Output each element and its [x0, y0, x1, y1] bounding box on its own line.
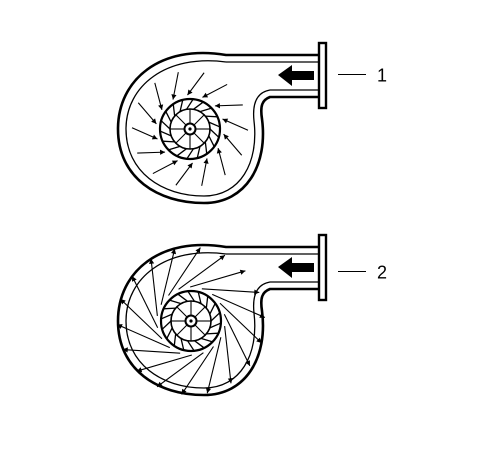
- flow-arrow-icon: [178, 254, 226, 290]
- impeller-blade: [169, 299, 182, 305]
- impeller-spoke: [194, 306, 206, 318]
- flow-arrow-icon: [224, 326, 234, 384]
- leader-line-1: [338, 73, 366, 75]
- impeller-blade: [172, 104, 176, 117]
- impeller-blade: [187, 290, 196, 302]
- flow-arrow-icon: [136, 354, 192, 373]
- impeller-blade: [197, 291, 202, 304]
- flow-arrow-icon: [148, 258, 158, 316]
- flow-arrow-icon: [181, 346, 214, 395]
- impeller-spoke: [194, 324, 206, 336]
- flow-arrow-icon: [223, 133, 243, 156]
- impeller-blade: [163, 307, 176, 310]
- flow-arrow-icon: [160, 248, 177, 305]
- impeller-blade: [165, 111, 172, 123]
- impeller-blade: [196, 146, 201, 159]
- flow-arrow-icon: [216, 148, 226, 176]
- flow-arrow-icon: [154, 82, 164, 110]
- flow-arrow-icon: [137, 149, 166, 155]
- fan-1: [116, 41, 328, 205]
- volute-casing-inner: [125, 60, 319, 197]
- flow-arrow-icon: [219, 302, 263, 344]
- impeller-blade: [179, 99, 184, 112]
- impeller-blade: [160, 120, 171, 130]
- impeller-blade: [209, 128, 220, 138]
- callout-1: 1: [338, 65, 387, 84]
- flow-arrow-icon: [222, 118, 249, 131]
- impeller-spoke: [193, 132, 205, 144]
- flow-arrow-icon: [116, 323, 171, 349]
- figure-label-2: 2: [377, 262, 388, 283]
- impeller-spoke: [175, 132, 187, 144]
- hub-center: [188, 127, 192, 131]
- impeller-spoke: [176, 306, 188, 318]
- impeller-blade: [162, 140, 175, 143]
- impeller-blade: [186, 148, 195, 160]
- flow-arrow-icon: [211, 293, 266, 319]
- flow-arrow-icon: [201, 158, 209, 186]
- impeller-spoke: [175, 114, 187, 126]
- leader-line-2: [338, 270, 366, 272]
- hub-center: [189, 319, 193, 323]
- flow-arrow-icon: [122, 347, 181, 354]
- flow-arrow-icon: [152, 160, 178, 175]
- flow-arrow-icon: [202, 83, 228, 98]
- impeller-spoke: [193, 114, 205, 126]
- impeller-blade: [160, 313, 173, 320]
- impeller-blade: [173, 333, 177, 346]
- impeller-blade: [208, 121, 221, 128]
- outlet-flange: [317, 233, 328, 302]
- impeller-blade: [205, 115, 218, 118]
- impeller-blade: [186, 340, 195, 352]
- fan-2: [116, 233, 328, 397]
- flow-arrow-icon: [223, 314, 251, 367]
- flow-arrow-icon: [205, 337, 222, 394]
- impeller-blade: [159, 130, 172, 137]
- impeller-blade: [166, 327, 173, 339]
- flow-arrow-icon: [214, 103, 243, 109]
- flow-arrow-icon: [131, 275, 159, 328]
- impeller-blade: [185, 98, 194, 110]
- outlet-flange: [317, 41, 328, 110]
- flow-arrow-icon: [171, 72, 179, 100]
- volute-casing-outer: [116, 51, 319, 205]
- impeller-blade: [208, 135, 215, 147]
- impeller-blade: [177, 293, 188, 302]
- impeller-rim: [159, 289, 223, 353]
- outlet-arrow-icon: [278, 65, 314, 86]
- impeller-rim: [158, 97, 222, 161]
- impeller-blade: [204, 141, 208, 154]
- impeller-spoke: [176, 324, 188, 336]
- impeller-blade: [205, 296, 209, 309]
- impeller-blade: [200, 337, 213, 343]
- impeller-blade: [168, 145, 181, 151]
- flow-arrow-icon: [175, 162, 193, 186]
- impeller-blade: [194, 340, 205, 349]
- impeller-blade: [209, 303, 216, 315]
- flow-arrow-icon: [156, 352, 204, 388]
- impeller-blade: [210, 312, 221, 322]
- figure-label-1: 1: [377, 65, 388, 86]
- flow-arrow-icon: [131, 127, 158, 140]
- impeller-blade: [180, 338, 185, 351]
- flow-arrow-icon: [187, 72, 205, 96]
- flow-arrow-icon: [137, 102, 157, 125]
- impeller-blade: [209, 322, 222, 329]
- callout-2: 2: [338, 262, 387, 281]
- impeller-blade: [206, 332, 219, 335]
- flow-arrow-icon: [168, 247, 201, 296]
- volute-casing-inner: [125, 252, 319, 389]
- flow-arrow-icon: [201, 288, 260, 295]
- flow-arrow-icon: [119, 298, 163, 340]
- volute-casing-outer: [116, 243, 319, 397]
- flow-arrow-icon: [190, 269, 246, 288]
- impeller-blade: [161, 320, 172, 330]
- impeller-blade: [176, 148, 187, 157]
- impeller-blade: [193, 101, 204, 110]
- impeller-blade: [199, 107, 212, 113]
- outlet-arrow-icon: [278, 257, 314, 278]
